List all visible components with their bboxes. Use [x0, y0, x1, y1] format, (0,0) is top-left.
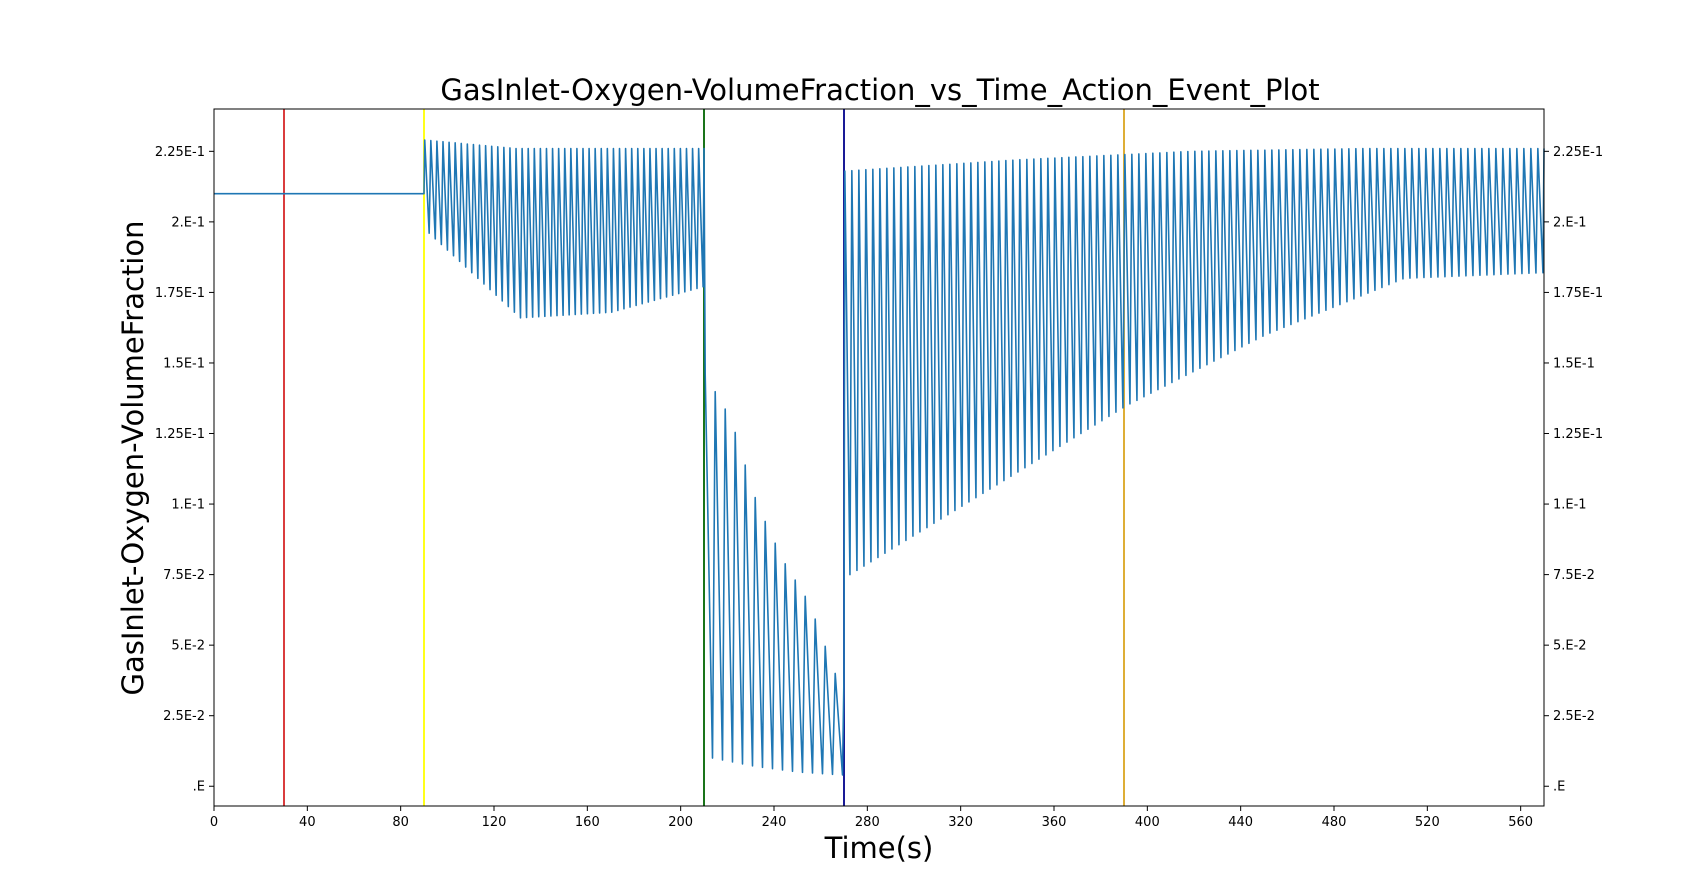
y-tick-label: 2.25E-1 [155, 145, 205, 160]
plot-frame [213, 108, 1545, 807]
series-line [214, 139, 1545, 776]
x-tick-label: 160 [575, 815, 600, 830]
y-right-tick-label: 1.E-1 [1553, 498, 1587, 513]
y-tick-label: 1.5E-1 [163, 356, 205, 371]
x-tick-label: 400 [1135, 815, 1160, 830]
x-tick-label: 0 [210, 815, 218, 830]
y-tick-label: 1.25E-1 [155, 427, 205, 442]
x-axis-label: Time(s) [824, 831, 934, 865]
y-tick-label: 7.5E-2 [163, 568, 205, 583]
x-tick-label: 120 [482, 815, 507, 830]
x-axis: 0 40 80 120 160 200 240 280 320 360 400 440 480 520 56… [210, 806, 1533, 830]
x-tick-label: 80 [392, 815, 409, 830]
x-tick-label: 200 [668, 815, 693, 830]
series-layer [214, 139, 1545, 776]
x-tick-label: 320 [948, 815, 973, 830]
y-right-tick-label: 7.5E-2 [1553, 568, 1595, 583]
y-tick-label: 1.E-1 [171, 498, 205, 513]
x-tick-label: 280 [855, 815, 880, 830]
x-tick-label: 40 [299, 815, 316, 830]
y-right-tick-label: 2.25E-1 [1553, 145, 1603, 160]
y-right-tick-label: 1.75E-1 [1553, 286, 1603, 301]
y-right-tick-label: 2.E-1 [1553, 215, 1587, 230]
x-tick-label: 440 [1228, 815, 1253, 830]
y-right-tick-label: 1.25E-1 [1553, 427, 1603, 442]
y-tick-label: 5.E-2 [171, 639, 205, 654]
y-tick-label: 1.75E-1 [155, 286, 205, 301]
y-tick-label: .E [193, 780, 205, 795]
y-tick-label: 2.5E-2 [163, 709, 205, 724]
x-tick-label: 240 [762, 815, 787, 830]
chart-title: GasInlet-Oxygen-VolumeFraction_vs_Time_A… [440, 73, 1319, 107]
x-tick-label: 560 [1508, 815, 1533, 830]
x-tick-label: 360 [1042, 815, 1067, 830]
y-axis-left: .E 2.5E-2 5.E-2 7.5E-2 1.E-1 1.25E-1 1.5E-1 1.7… [155, 145, 214, 795]
y-tick-label: 2.E-1 [171, 215, 205, 230]
x-tick-label: 520 [1415, 815, 1440, 830]
x-tick-label: 480 [1322, 815, 1347, 830]
y-right-tick-label: .E [1553, 780, 1565, 795]
y-axis-label: GasInlet-Oxygen-VolumeFraction [116, 221, 150, 696]
y-right-tick-label: 5.E-2 [1553, 639, 1587, 654]
y-right-tick-label: 1.5E-1 [1553, 356, 1595, 371]
y-right-tick-label: 2.5E-2 [1553, 709, 1595, 724]
y-axis-right: .E 2.5E-2 5.E-2 7.5E-2 1.E-1 1.25E-1 1.5E-1 1.7… [1544, 145, 1603, 795]
